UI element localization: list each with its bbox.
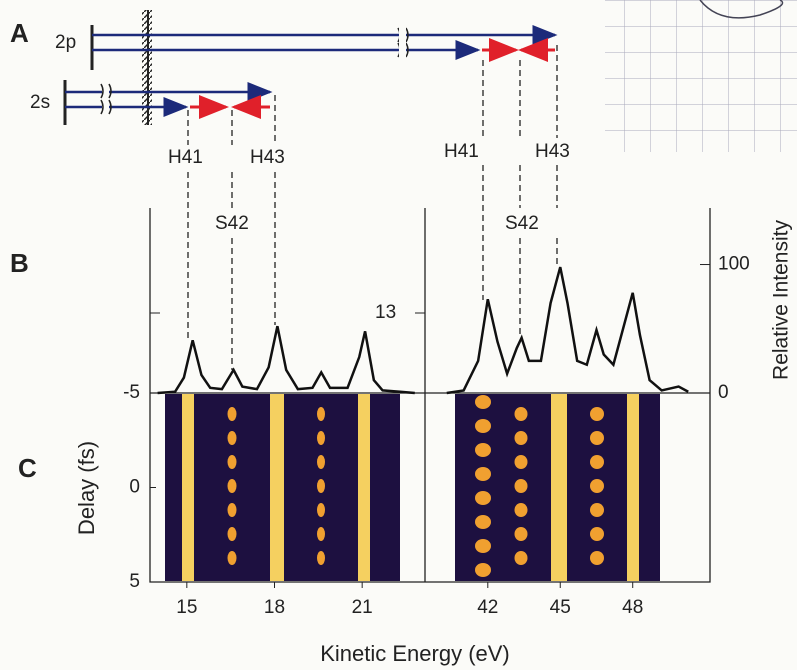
- heatmap-spot: [514, 455, 528, 469]
- heatmap-stripe: [358, 394, 370, 581]
- heatmap-spot: [317, 479, 325, 493]
- break-gap: [399, 26, 406, 58]
- heatmap-spot: [227, 551, 237, 565]
- x-tick-label: 21: [352, 597, 373, 618]
- y-axis-label: Delay (fs): [74, 441, 99, 535]
- x-tick-label: 45: [550, 597, 571, 618]
- heatmap-spot: [227, 527, 237, 541]
- break-gap: [102, 84, 109, 114]
- heatmap-spot: [227, 431, 237, 445]
- harmonic-label: S42: [505, 213, 539, 234]
- heatmap-spot: [475, 419, 491, 433]
- heatmap-spot: [475, 491, 491, 505]
- heatmap-spot: [227, 503, 237, 517]
- heatmap-spot: [475, 443, 491, 457]
- x-axis-label: Kinetic Energy (eV): [320, 641, 510, 666]
- y-tick-label: 100: [718, 254, 750, 275]
- heatmap-spot: [227, 455, 237, 469]
- x-tick-label: 42: [477, 597, 498, 618]
- panel-label: A: [10, 18, 29, 48]
- heatmap-spot: [317, 431, 325, 445]
- heatmap-spot: [475, 515, 491, 529]
- heatmap-spot: [475, 539, 491, 553]
- heatmap-spot: [317, 551, 325, 565]
- scale-annotation: 13: [375, 302, 396, 323]
- pencil-mark: [699, 0, 784, 19]
- heatmap-spot: [514, 527, 528, 541]
- panel-label: B: [10, 248, 29, 278]
- harmonic-label: H41: [444, 141, 479, 162]
- heatmap-stripe: [551, 394, 567, 581]
- heatmap-spot: [514, 407, 528, 421]
- x-tick-label: 48: [622, 597, 643, 618]
- y-tick-label: 0: [129, 477, 140, 498]
- harmonic-label: H43: [250, 147, 285, 168]
- connector: [187, 95, 276, 370]
- heatmap-spot: [475, 467, 491, 481]
- heatmap-stripe: [182, 394, 194, 581]
- grid-paper: [605, 0, 797, 152]
- heatmap-spot: [317, 503, 325, 517]
- heatmap-spot: [475, 395, 491, 409]
- heatmap-spot: [317, 527, 325, 541]
- heatmap-stripe: [627, 394, 639, 581]
- spectrum-line: [157, 325, 415, 395]
- heatmap-spot: [590, 527, 604, 541]
- harmonic-label: S42: [215, 213, 249, 234]
- axis-break: [100, 83, 112, 115]
- heatmap-spot: [590, 479, 604, 493]
- y-tick-label: 0: [718, 382, 729, 403]
- y-tick-label: -5: [123, 382, 140, 403]
- heatmap-spot: [514, 479, 528, 493]
- connector: [482, 45, 558, 338]
- heatmap-spot: [590, 407, 604, 421]
- harmonic-label: H43: [535, 141, 570, 162]
- y-tick-label: 5: [129, 571, 140, 592]
- panel-label: C: [18, 453, 37, 483]
- x-tick-label: 18: [264, 597, 285, 618]
- level-label: 2s: [30, 92, 50, 113]
- heatmap-stripe: [270, 394, 284, 581]
- heatmap-spot: [590, 551, 604, 565]
- heatmap-spot: [514, 503, 528, 517]
- heatmap-spot: [590, 431, 604, 445]
- plot-frame: [149, 208, 711, 583]
- heatmap-spot: [514, 431, 528, 445]
- spectrum-line: [446, 266, 689, 395]
- heatmap-spot: [590, 503, 604, 517]
- heatmap-spot: [317, 407, 325, 421]
- heatmap-spot: [475, 563, 491, 577]
- heatmap: [165, 394, 660, 581]
- heatmap-spot: [227, 407, 237, 421]
- y2-axis-label: Relative Intensity: [770, 220, 793, 380]
- heatmap-spot: [514, 551, 528, 565]
- harmonic-label: H41: [168, 147, 203, 168]
- level-label: 2p: [55, 32, 76, 53]
- heatmap-spot: [227, 479, 237, 493]
- x-tick-label: 15: [176, 597, 197, 618]
- heatmap-spot: [590, 455, 604, 469]
- heatmap-spot: [317, 455, 325, 469]
